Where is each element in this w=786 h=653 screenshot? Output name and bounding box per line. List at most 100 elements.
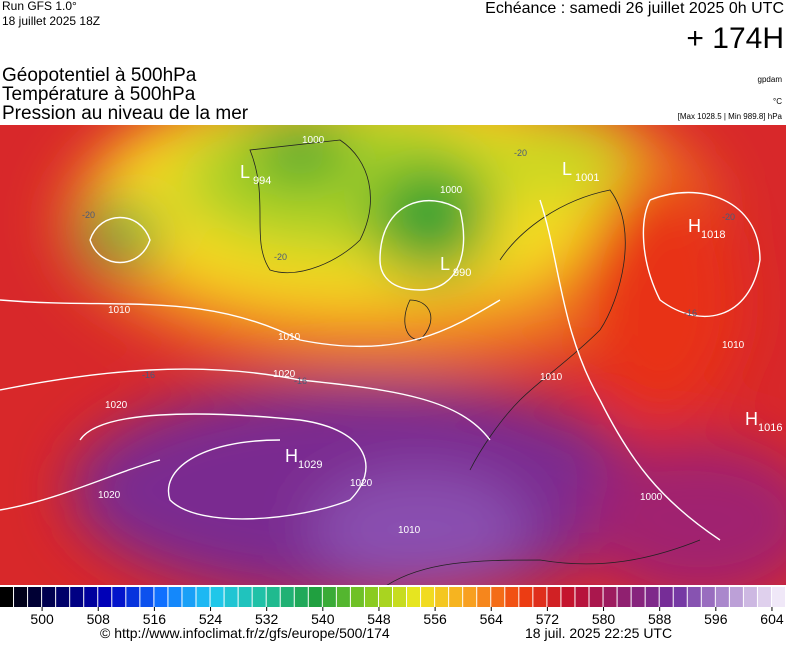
color-swatch (449, 587, 463, 607)
color-swatch (378, 587, 392, 607)
color-swatch (364, 587, 378, 607)
isobar-label: 1000 (302, 135, 325, 146)
temperature-label: -20 (722, 212, 735, 222)
color-swatch (0, 587, 14, 607)
color-swatch (757, 587, 771, 607)
color-swatch (224, 587, 238, 607)
color-swatch (463, 587, 477, 607)
temperature-label: -16 (684, 308, 697, 318)
color-swatch (84, 587, 98, 607)
temperature-label: -16 (142, 370, 155, 380)
unit: gpdam (758, 75, 783, 84)
unit: °C (773, 97, 782, 106)
run-label: Run GFS 1.0° (2, 0, 77, 13)
color-swatch (519, 587, 533, 607)
color-swatch (70, 587, 84, 607)
color-swatch (491, 587, 505, 607)
colorbar-tick-label: 604 (760, 611, 784, 627)
run-date: 18 juillet 2025 18Z (2, 14, 100, 28)
footer-url: © http://www.infoclimat.fr/z/gfs/europe/… (100, 625, 390, 641)
color-swatch (308, 587, 322, 607)
color-swatch (280, 587, 294, 607)
lead-time: + 174H (686, 22, 784, 55)
isobar-label: 1010 (722, 340, 745, 351)
color-swatch (477, 587, 491, 607)
center-letter: H (285, 446, 298, 466)
isobar-label: 1010 (398, 525, 421, 536)
color-swatch (771, 587, 785, 607)
isobar-label: 1020 (350, 478, 373, 489)
isobar-label: 1010 (278, 332, 301, 343)
colorbar-tick-label: 532 (255, 611, 279, 627)
color-swatch (393, 587, 407, 607)
color-swatch (687, 587, 701, 607)
color-swatch (435, 587, 449, 607)
isobar-label: 1020 (98, 490, 121, 501)
center-value: 990 (453, 267, 471, 279)
title: Géopotentiel à 500hPa (2, 65, 197, 86)
temperature-label: -16 (294, 376, 307, 386)
map-field (0, 125, 786, 585)
temperature-label: -20 (82, 210, 95, 220)
temperature-label: -20 (274, 252, 287, 262)
color-swatch (294, 587, 308, 607)
color-swatch (589, 587, 603, 607)
color-swatch (631, 587, 645, 607)
center-value: 1016 (758, 422, 782, 434)
footer-timestamp: 18 juil. 2025 22:25 UTC (525, 625, 672, 641)
color-swatch (56, 587, 70, 607)
color-swatch (98, 587, 112, 607)
colorbar-tick-label: 564 (480, 611, 504, 627)
temperature-label: -20 (514, 148, 527, 158)
isobar-label: 1010 (108, 305, 131, 316)
colorbar-tick-label: 572 (536, 611, 560, 627)
center-letter: L (562, 159, 572, 179)
colorbar-tick-label: 580 (592, 611, 616, 627)
color-swatch (154, 587, 168, 607)
colorbar-tick-label: 508 (87, 611, 111, 627)
color-swatch (168, 587, 182, 607)
colorbar-tick-label: 524 (199, 611, 223, 627)
center-value: 1018 (701, 229, 725, 241)
color-swatch (28, 587, 42, 607)
color-swatch (533, 587, 547, 607)
isobar-label: 1000 (640, 492, 663, 503)
color-swatch (729, 587, 743, 607)
color-swatch (266, 587, 280, 607)
pressure-range: [Max 1028.5 | Min 989.8] hPa (678, 112, 783, 121)
valid-time: Echéance : samedi 26 juillet 2025 0h UTC (485, 0, 784, 17)
color-swatch (322, 587, 336, 607)
colorbar-tick-label: 556 (423, 611, 447, 627)
color-swatch (421, 587, 435, 607)
center-letter: H (688, 216, 701, 236)
colorbar-tick-label: 540 (311, 611, 335, 627)
color-swatch (617, 587, 631, 607)
color-swatch (603, 587, 617, 607)
colorbar-tick-label: 588 (648, 611, 672, 627)
color-swatch (126, 587, 140, 607)
color-swatch (575, 587, 589, 607)
color-swatch (42, 587, 56, 607)
color-swatch (140, 587, 154, 607)
color-swatch (238, 587, 252, 607)
center-value: 994 (253, 175, 271, 187)
color-swatch (336, 587, 350, 607)
color-swatch (701, 587, 715, 607)
color-swatch (407, 587, 421, 607)
color-swatch (561, 587, 575, 607)
color-swatch (743, 587, 757, 607)
center-value: 1029 (298, 459, 322, 471)
center-value: 1001 (575, 172, 599, 184)
center-letter: L (240, 162, 250, 182)
isobar-label: 1020 (105, 400, 128, 411)
color-swatch (673, 587, 687, 607)
isobar-label: 1010 (540, 372, 563, 383)
colorbar-tick-label: 548 (367, 611, 391, 627)
color-swatch (112, 587, 126, 607)
color-swatch (645, 587, 659, 607)
isobar-label: 1000 (440, 185, 463, 196)
colorbar-tick-label: 516 (143, 611, 167, 627)
title: Température à 500hPa (2, 84, 196, 105)
